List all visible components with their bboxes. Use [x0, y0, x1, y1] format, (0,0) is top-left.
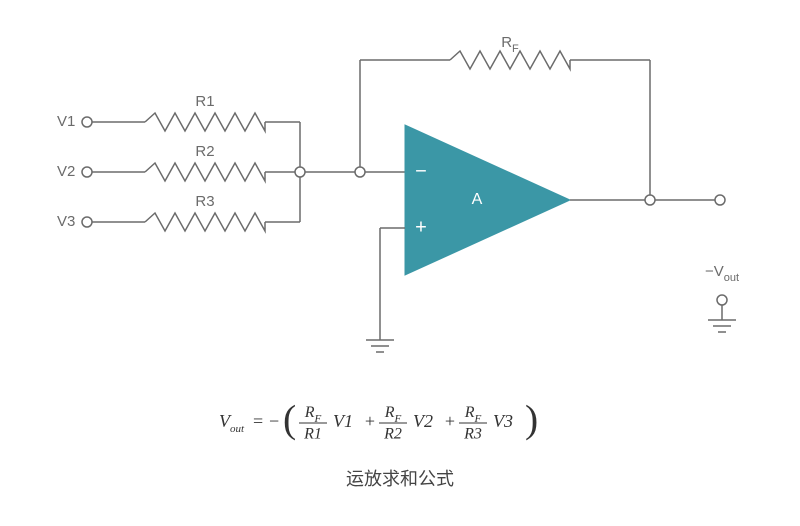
- input-label-v2: V2: [57, 163, 75, 180]
- feedback-tap-node: [355, 167, 365, 177]
- resistor-v3: [145, 213, 265, 231]
- resistor-v1: [145, 113, 265, 131]
- formula-neg: −: [269, 411, 279, 431]
- formula-num: RF: [304, 404, 322, 425]
- formula-mult: V2: [413, 411, 433, 431]
- input-terminal-v2: [82, 167, 92, 177]
- caption: 运放求和公式: [346, 469, 454, 489]
- opamp-letter: A: [472, 191, 483, 208]
- summing-junction-node: [295, 167, 305, 177]
- resistor-v2: [145, 163, 265, 181]
- input-label-v1: V1: [57, 113, 75, 130]
- formula-mult: V3: [493, 411, 513, 431]
- formula-eq: =: [253, 411, 263, 431]
- input-terminal-v1: [82, 117, 92, 127]
- output-label: −Vout: [705, 263, 739, 284]
- formula-num: RF: [464, 404, 482, 425]
- input-terminal-v3: [82, 217, 92, 227]
- opamp-triangle: [405, 125, 570, 275]
- output-feedback-node: [645, 195, 655, 205]
- resistor-label-rf: RF: [501, 34, 519, 55]
- formula-lhs: Vout: [219, 411, 245, 434]
- formula-plus: +: [445, 411, 455, 431]
- formula: Vout=−(RFR1V1+RFR2V2+RFR3V3): [219, 397, 538, 443]
- input-label-v3: V3: [57, 213, 75, 230]
- formula-num: RF: [384, 404, 402, 425]
- formula-den: R2: [383, 426, 402, 443]
- summing-amplifier-diagram: V1R1V2R2V3R3RF−+A−VoutVout=−(RFR1V1+RFR2…: [0, 0, 800, 526]
- resistor-label-v2: R2: [195, 143, 214, 160]
- resistor-label-v1: R1: [195, 93, 214, 110]
- opamp-minus-icon: −: [415, 160, 427, 182]
- output-ref-terminal: [717, 295, 727, 305]
- opamp-plus-icon: +: [415, 216, 427, 238]
- resistor-label-v3: R3: [195, 193, 214, 210]
- formula-lparen: (: [283, 397, 296, 441]
- formula-mult: V1: [333, 411, 353, 431]
- resistor-rf: [450, 51, 570, 69]
- formula-den: R1: [303, 426, 322, 443]
- formula-den: R3: [463, 426, 482, 443]
- formula-rparen: ): [525, 397, 538, 441]
- output-terminal: [715, 195, 725, 205]
- formula-plus: +: [365, 411, 375, 431]
